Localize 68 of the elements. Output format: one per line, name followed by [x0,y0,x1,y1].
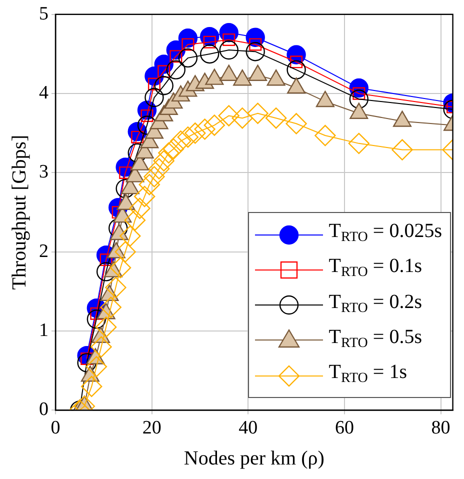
point [148,158,170,180]
y-tick-label: 0 [39,399,48,420]
point [170,130,192,152]
x-tick-label: 60 [334,418,354,439]
point [232,108,253,129]
x-tick-label: 40 [238,418,258,439]
x-tick-label: 80 [431,418,450,439]
point [219,40,238,60]
point [249,38,262,51]
legend-label: T$_{RTO}$ = 0.5s [328,324,422,353]
point [265,108,287,129]
point [86,356,108,378]
point [177,126,199,148]
point [90,336,112,358]
point [286,113,307,134]
point [153,150,174,172]
point [184,122,206,144]
y-tick-label: 5 [39,3,48,24]
point [81,376,102,398]
y-tick-label: 3 [39,162,48,183]
point [392,139,413,160]
legend-label: T$_{RTO}$ = 0.1s [328,254,422,283]
point [222,33,236,46]
y-tick-label: 1 [39,320,48,342]
point [100,296,122,318]
point [128,143,147,163]
point [158,65,170,78]
point [129,198,150,219]
point [114,241,136,262]
point [178,48,198,68]
point [162,138,184,160]
point [77,353,96,372]
point [105,276,126,298]
point [110,257,132,278]
point [144,88,164,108]
point [349,90,368,109]
point [120,225,141,247]
point [314,124,336,146]
legend-label: T$_{RTO}$ = 1s [328,360,407,388]
point [154,76,174,96]
point [348,132,370,154]
point [158,142,180,164]
point [124,210,146,231]
point [137,116,157,135]
point [218,105,240,126]
point [96,262,116,282]
point [247,102,268,124]
point [200,44,220,64]
point [148,78,160,90]
point [286,60,306,80]
point [86,310,106,329]
y-tick-label: 4 [39,82,49,104]
y-axis-title: Throughput [Gbps] [8,134,30,290]
x-axis-title: Nodes per km (ρ) [184,447,324,470]
legend-label: T$_{RTO}$ = 0.025s [328,219,442,248]
point [116,178,135,198]
point [134,186,156,208]
point [204,114,226,136]
y-tick-label: 2 [39,240,48,262]
point [166,60,186,80]
legend-label: T$_{RTO}$ = 0.2s [328,290,422,318]
point [95,316,117,338]
x-tick-label: 20 [142,418,162,439]
point [246,42,265,62]
point [290,56,303,68]
point [194,118,216,140]
point [138,174,160,196]
point [144,166,165,188]
